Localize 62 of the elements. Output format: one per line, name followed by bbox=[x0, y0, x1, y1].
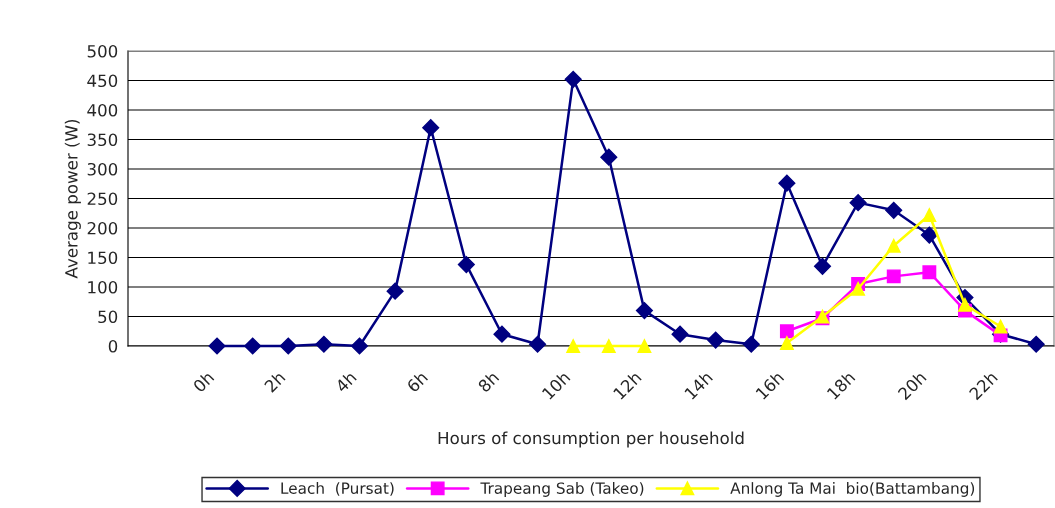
point bbox=[886, 269, 901, 284]
legend-label: Anlong Ta Mai bio(Battambang) bbox=[730, 482, 975, 497]
point bbox=[386, 282, 404, 300]
y-tick-label: 50 bbox=[98, 310, 118, 324]
point bbox=[315, 335, 333, 353]
point bbox=[671, 325, 689, 343]
point bbox=[885, 201, 903, 219]
point bbox=[493, 325, 511, 343]
point bbox=[779, 324, 794, 339]
point bbox=[637, 339, 652, 353]
point bbox=[886, 238, 901, 253]
point bbox=[635, 302, 653, 320]
x-tick-label: 22h bbox=[968, 370, 998, 401]
point bbox=[244, 337, 262, 355]
y-tick-label: 0 bbox=[108, 339, 118, 353]
point bbox=[742, 335, 760, 353]
x-tick-label: 2h bbox=[263, 370, 286, 393]
point bbox=[993, 319, 1008, 334]
point bbox=[279, 337, 297, 355]
x-tick-label: 6h bbox=[405, 370, 429, 393]
y-tick-label: 350 bbox=[87, 133, 118, 147]
x-tick-label: 14h bbox=[683, 370, 713, 400]
x-tick-label: 0h bbox=[192, 370, 215, 393]
y-tick-label: 100 bbox=[88, 280, 118, 294]
point bbox=[601, 339, 616, 353]
point bbox=[922, 265, 937, 280]
point bbox=[350, 337, 369, 355]
x-tick-label: 16h bbox=[755, 370, 785, 400]
point bbox=[851, 281, 866, 296]
legend-label: Trapeang Sab (Takeo) bbox=[480, 482, 644, 497]
point bbox=[422, 119, 440, 137]
point bbox=[1027, 335, 1045, 353]
x-tick-label: 18h bbox=[826, 370, 856, 400]
point bbox=[457, 256, 475, 274]
x-tick-label: 8h bbox=[477, 370, 500, 393]
y-tick-label: 450 bbox=[87, 74, 118, 88]
point bbox=[813, 257, 832, 275]
point bbox=[707, 331, 725, 349]
point bbox=[779, 336, 794, 350]
point bbox=[600, 148, 618, 166]
point bbox=[920, 226, 938, 244]
y-tick-label: 400 bbox=[87, 103, 118, 117]
x-axis-title: Hours of consumption per household bbox=[438, 431, 744, 448]
point bbox=[564, 70, 582, 88]
point bbox=[958, 297, 972, 312]
point bbox=[778, 174, 796, 192]
legend-label: Leach (Pursat) bbox=[281, 482, 394, 496]
x-tick-label: 4h bbox=[334, 370, 357, 393]
y-tick-label: 200 bbox=[87, 221, 118, 235]
point bbox=[849, 194, 867, 212]
y-tick-label: 500 bbox=[87, 44, 118, 58]
point bbox=[922, 208, 937, 222]
y-tick-label: 150 bbox=[88, 251, 118, 265]
x-tick-label: 10h bbox=[541, 370, 571, 400]
x-tick-label: 12h bbox=[612, 370, 642, 400]
point bbox=[208, 337, 226, 355]
y-tick-label: 300 bbox=[87, 162, 118, 176]
x-tick-label: 20h bbox=[897, 370, 927, 401]
y-tick-label: 250 bbox=[87, 192, 118, 206]
y-axis-title: Average power (W) bbox=[64, 119, 81, 279]
point bbox=[566, 339, 581, 353]
point bbox=[529, 335, 547, 353]
